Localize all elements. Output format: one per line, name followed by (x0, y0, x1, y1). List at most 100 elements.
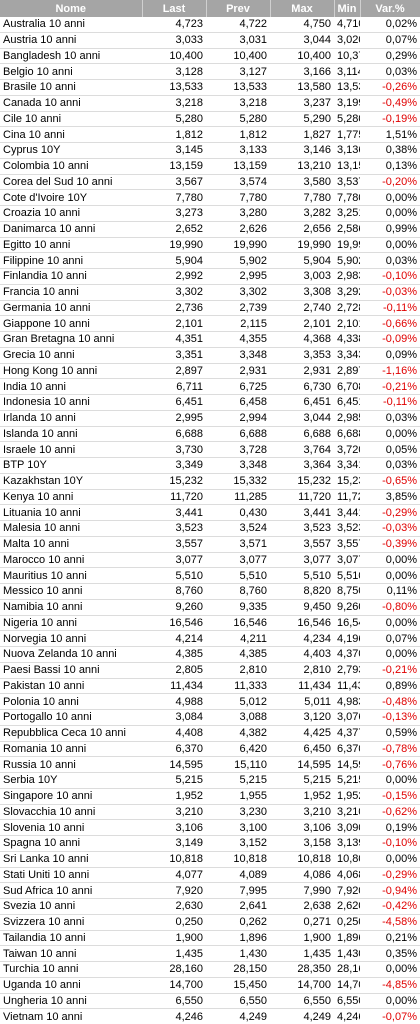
cell-value: 2,638 (270, 898, 334, 915)
cell-value: 6,450 (270, 741, 334, 758)
cell-value: -0,11% (360, 300, 420, 317)
cell-value: 3,237 (270, 95, 334, 112)
cell-value: 2,728 (334, 300, 360, 317)
cell-value: 2,101 (142, 315, 206, 332)
cell-value: 9,335 (206, 599, 270, 616)
cell-value: 4,086 (270, 867, 334, 884)
cell-value: 2,620 (334, 898, 360, 915)
cell-value: 0,00% (360, 426, 420, 443)
cell-value: 5,904 (142, 252, 206, 269)
cell-value: -0,07% (360, 1008, 420, 1024)
cell-value: 0,09% (360, 347, 420, 364)
cell-value: 3,302 (142, 284, 206, 301)
table-row: Hong Kong 10 anni2,8972,9312,9312,897-1,… (0, 363, 420, 380)
cell-value: -0,15% (360, 788, 420, 805)
cell-value: 5,215 (334, 772, 360, 789)
bond-name: Finlandia 10 anni (0, 268, 142, 285)
cell-value: -0,20% (360, 174, 420, 191)
cell-value: 1,812 (206, 126, 270, 143)
cell-value: 14,595 (142, 756, 206, 773)
cell-value: 3,120 (270, 709, 334, 726)
cell-value: 3,302 (206, 284, 270, 301)
cell-value: 3,088 (206, 709, 270, 726)
cell-value: 4,382 (206, 725, 270, 742)
cell-value: 19,990 (142, 237, 206, 254)
cell-value: 13,530 (334, 79, 360, 96)
cell-value: 3,353 (270, 347, 334, 364)
bond-name: Paesi Bassi 10 anni (0, 662, 142, 679)
cell-value: 4,385 (206, 646, 270, 663)
cell-value: -4,85% (360, 977, 420, 994)
cell-value: 7,920 (142, 882, 206, 899)
cell-value: 13,533 (206, 79, 270, 96)
cell-value: 0,00% (360, 615, 420, 632)
table-row: Vietnam 10 anni4,2464,2494,2494,246-0,07… (0, 1008, 420, 1024)
cell-value: 2,115 (206, 315, 270, 332)
table-row: Brasile 10 anni13,53313,53313,58013,530-… (0, 79, 420, 96)
cell-value: 3,282 (270, 205, 334, 222)
table-row: Paesi Bassi 10 anni2,8052,8102,8102,793-… (0, 662, 420, 679)
cell-value: 15,232 (270, 473, 334, 490)
cell-value: 5,215 (270, 772, 334, 789)
cell-value: 2,810 (206, 662, 270, 679)
table-row: Romania 10 anni6,3706,4206,4506,370-0,78… (0, 741, 420, 758)
table-row: Namibia 10 anni9,2609,3359,4509,260-0,80… (0, 599, 420, 616)
cell-value: 13,159 (142, 158, 206, 175)
cell-value: 1,952 (334, 788, 360, 805)
cell-value: 2,897 (334, 363, 360, 380)
cell-value: 9,260 (334, 599, 360, 616)
table-row: Francia 10 anni3,3023,3023,3083,292-0,03… (0, 284, 420, 301)
cell-value: -0,76% (360, 756, 420, 773)
cell-value: 0,07% (360, 630, 420, 647)
cell-value: 5,902 (206, 252, 270, 269)
cell-value: 2,736 (142, 300, 206, 317)
cell-value: 4,368 (270, 331, 334, 348)
cell-value: 2,793 (334, 662, 360, 679)
cell-value: 2,740 (270, 300, 334, 317)
column-header: Min (334, 0, 361, 17)
cell-value: 1,955 (206, 788, 270, 805)
cell-value: 0,03% (360, 410, 420, 427)
cell-value: -0,13% (360, 709, 420, 726)
bond-name: Bangladesh 10 anni (0, 48, 142, 65)
cell-value: 3,133 (206, 142, 270, 159)
cell-value: 3,044 (270, 32, 334, 49)
cell-value: 7,780 (270, 189, 334, 206)
cell-value: 0,59% (360, 725, 420, 742)
header-row: Nome Last Prev Max Min Var.% (0, 0, 420, 17)
cell-value: 15,450 (206, 977, 270, 994)
cell-value: 3,077 (142, 552, 206, 569)
bond-name: Uganda 10 anni (0, 977, 142, 994)
cell-value: 3,033 (142, 32, 206, 49)
bond-name: Malta 10 anni (0, 536, 142, 553)
cell-value: 6,451 (270, 394, 334, 411)
cell-value: 5,280 (206, 111, 270, 128)
cell-value: 4,425 (270, 725, 334, 742)
cell-value: 11,720 (334, 489, 360, 506)
bond-name: Cina 10 anni (0, 126, 142, 143)
bond-name: Sud Africa 10 anni (0, 882, 142, 899)
cell-value: 2,739 (206, 300, 270, 317)
cell-value: 5,215 (206, 772, 270, 789)
cell-value: 15,110 (206, 756, 270, 773)
cell-value: 3,090 (334, 819, 360, 836)
table-row: Kenya 10 anni11,72011,28511,72011,7203,8… (0, 489, 420, 506)
cell-value: -0,94% (360, 882, 420, 899)
cell-value: 0,00% (360, 772, 420, 789)
cell-value: 11,285 (206, 489, 270, 506)
table-body: Australia 10 anni4,7234,7224,7504,7100,0… (0, 17, 420, 1024)
table-row: Ungheria 10 anni6,5506,5506,5506,5500,00… (0, 993, 420, 1010)
cell-value: -0,21% (360, 662, 420, 679)
bond-name: Nigeria 10 anni (0, 615, 142, 632)
cell-value: 11,434 (334, 678, 360, 695)
cell-value: 3,441 (270, 504, 334, 521)
table-row: Sri Lanka 10 anni 10,818 10,818 10,818 10,8 0… (0, 851, 420, 868)
cell-value: 3,728 (206, 441, 270, 458)
table-row: Polonia 10 anni4,9885,0125,0114,983-0,48… (0, 693, 420, 710)
cell-value: 13,159 (334, 158, 360, 175)
cell-value: 0,00% (360, 552, 420, 569)
